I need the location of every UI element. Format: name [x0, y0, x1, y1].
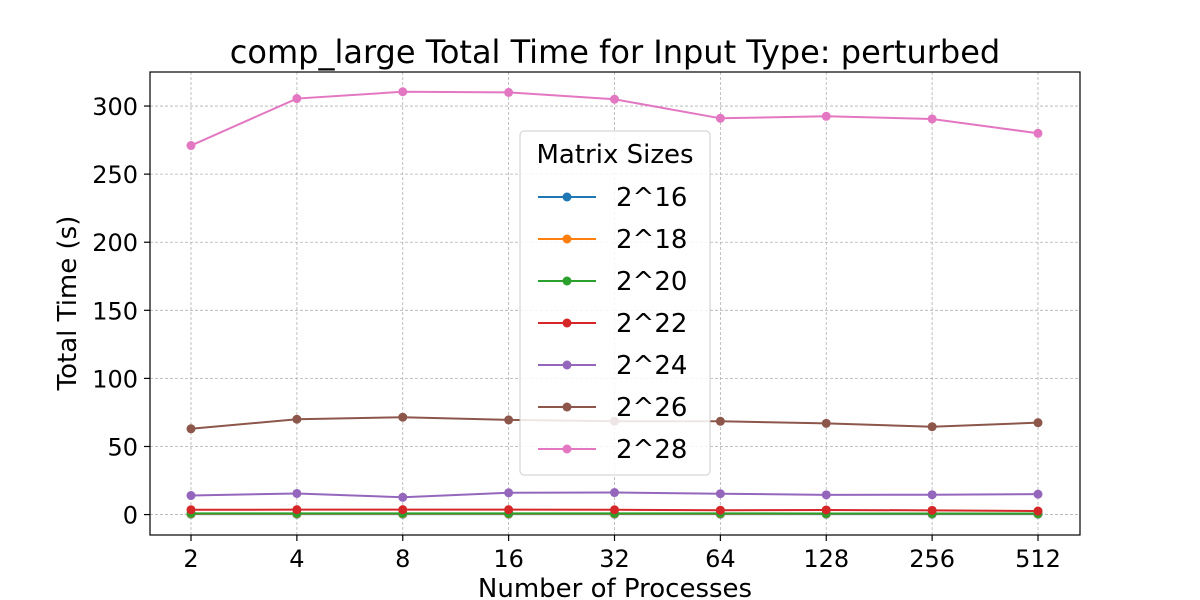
chart-title: comp_large Total Time for Input Type: pe…: [230, 33, 1000, 71]
legend-entry: 2^28: [538, 435, 687, 465]
legend-label: 2^22: [616, 309, 687, 339]
legend-entries: 2^16 2^18 2^20 2^22 2^24 2^26 2^28: [538, 183, 687, 465]
legend-entry: 2^16: [538, 183, 687, 213]
legend-title: Matrix Sizes: [536, 140, 693, 170]
legend-entry: 2^18: [538, 225, 687, 255]
y-tick-label: 150: [92, 297, 138, 325]
data-point: [186, 141, 196, 151]
data-point: [927, 490, 937, 500]
x-tick-label: 128: [803, 545, 849, 573]
y-tick-label: 200: [92, 229, 138, 257]
data-point: [292, 488, 302, 498]
data-point: [398, 87, 408, 97]
y-tick-label: 300: [92, 93, 138, 121]
data-point: [186, 505, 196, 515]
data-point: [292, 505, 302, 515]
x-tick-label: 256: [909, 545, 955, 573]
y-tick-label: 100: [92, 365, 138, 393]
legend-box: [519, 130, 711, 476]
data-point: [292, 94, 302, 104]
data-point: [715, 489, 725, 499]
x-tick-label: 32: [599, 545, 630, 573]
data-point: [715, 113, 725, 123]
data-point: [821, 418, 831, 428]
legend-label: 2^18: [616, 225, 687, 255]
x-tick-label: 16: [493, 545, 524, 573]
legend-entry: 2^24: [538, 351, 687, 381]
x-axis-label: Number of Processes: [478, 574, 752, 600]
legend-swatch-marker: [562, 192, 572, 202]
data-point: [1033, 128, 1043, 138]
data-point: [504, 505, 514, 515]
data-point: [715, 505, 725, 515]
data-point: [186, 424, 196, 434]
series-2^28: [186, 87, 1043, 151]
legend-label: 2^24: [616, 351, 687, 381]
data-point: [821, 505, 831, 515]
data-point: [504, 488, 514, 498]
legend-swatch-marker: [562, 276, 572, 286]
y-axis-label: Total Time (s): [53, 216, 83, 392]
legend: Matrix Sizes 2^16 2^18 2^20 2^22 2^24 2^26 2^2…: [519, 130, 711, 476]
legend-entry: 2^26: [538, 393, 687, 423]
legend-label: 2^28: [616, 435, 687, 465]
x-tick-label: 8: [395, 545, 410, 573]
legend-swatch-marker: [562, 318, 572, 328]
x-tick-label: 512: [1015, 545, 1061, 573]
data-point: [821, 111, 831, 121]
data-point: [1033, 418, 1043, 428]
y-tick-label: 0: [123, 502, 138, 530]
legend-label: 2^20: [616, 267, 687, 297]
data-point: [186, 491, 196, 501]
data-point: [398, 492, 408, 502]
data-point: [927, 114, 937, 124]
data-point: [821, 490, 831, 500]
data-point: [504, 415, 514, 425]
legend-swatch-marker: [562, 402, 572, 412]
data-point: [610, 505, 619, 515]
series-2^22: [186, 505, 1043, 516]
data-point: [927, 505, 937, 515]
data-point: [398, 505, 408, 515]
data-point: [927, 422, 937, 432]
series-layer: [186, 87, 1043, 519]
legend-swatch-marker: [562, 234, 572, 244]
legend-swatch-marker: [562, 360, 572, 370]
legend-label: 2^16: [616, 183, 687, 213]
data-point: [1033, 489, 1043, 499]
y-tick-label: 250: [92, 161, 138, 189]
legend-swatch-marker: [562, 444, 572, 454]
series-2^24: [186, 488, 1043, 502]
legend-entry: 2^20: [538, 267, 687, 297]
data-point: [715, 416, 725, 426]
x-tick-label: 4: [289, 545, 304, 573]
data-point: [398, 412, 408, 422]
axis-ticks: 2 4 8 16 32 64 128 256 512 0 50 100 150 200 250 300: [92, 93, 1061, 573]
y-tick-label: 50: [107, 433, 138, 461]
legend-entry: 2^22: [538, 309, 687, 339]
data-point: [1033, 506, 1043, 516]
data-point: [610, 488, 619, 498]
x-tick-label: 64: [705, 545, 736, 573]
legend-label: 2^26: [616, 393, 687, 423]
data-point: [610, 94, 619, 104]
data-point: [504, 87, 514, 97]
data-point: [292, 414, 302, 424]
x-tick-label: 2: [183, 545, 198, 573]
